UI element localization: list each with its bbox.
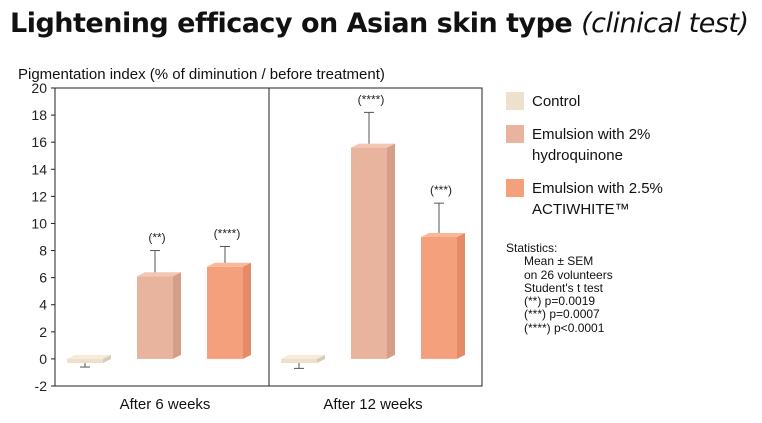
x-category-label: After 12 weeks	[323, 396, 422, 413]
legend-item-control: Control	[506, 91, 742, 112]
bar-top	[137, 272, 181, 277]
significance-label: (***)	[430, 183, 452, 197]
chart-title: Lightening efficacy on Asian skin type (…	[10, 8, 749, 39]
bar	[351, 147, 387, 359]
legend-swatch-actiwhite	[506, 179, 524, 197]
statistics-line: on 26 volunteers	[524, 267, 613, 282]
legend-label-hydroquinone-line1: Emulsion with 2%	[532, 126, 651, 143]
bar-top	[281, 354, 325, 359]
y-tick-label: 16	[31, 134, 47, 150]
statistics-line: (****) p<0.0001	[524, 320, 605, 335]
bar	[281, 358, 317, 363]
legend-item-actiwhite: Emulsion with 2.5% ACTIWHITE™	[506, 178, 742, 220]
bar	[67, 358, 103, 363]
y-tick-label: 18	[31, 107, 47, 123]
statistics-note: Statistics: Mean ± SEM on 26 volunteers …	[506, 241, 613, 335]
y-tick-label: 4	[39, 297, 47, 313]
chart-title-main: Lightening efficacy on Asian skin type	[10, 8, 573, 39]
statistics-line: (***) p=0.0007	[524, 307, 600, 322]
bar-side	[457, 233, 465, 359]
significance-label: (****)	[214, 226, 241, 240]
bar-side	[103, 354, 111, 363]
y-tick-label: 8	[39, 243, 47, 259]
chart-title-sub: (clinical test)	[581, 8, 749, 39]
statistics-line: Student's t test	[524, 280, 604, 295]
bar-top	[207, 262, 251, 267]
bar	[207, 266, 243, 359]
significance-label: (****)	[358, 92, 385, 106]
bar	[137, 276, 173, 359]
y-tick-label: 12	[31, 188, 47, 204]
y-tick-label: 2	[39, 324, 47, 340]
bar	[421, 237, 457, 359]
legend-label-hydroquinone-line2: hydroquinone	[532, 147, 623, 164]
legend-swatch-control	[506, 92, 524, 110]
legend-label-control: Control	[532, 93, 581, 110]
y-axis-label: Pigmentation index (% of diminution / be…	[18, 66, 385, 83]
legend-label-actiwhite-line1: Emulsion with 2.5%	[532, 180, 663, 197]
y-tick-label: 10	[31, 215, 47, 231]
y-tick-label: 0	[39, 351, 47, 367]
bar-side	[387, 143, 395, 359]
bar-top	[421, 233, 465, 237]
y-tick-label: -2	[35, 378, 48, 394]
legend-item-hydroquinone: Emulsion with 2% hydroquinone	[506, 124, 742, 166]
bar-top	[351, 143, 395, 148]
legend-swatch-hydroquinone	[506, 125, 524, 143]
bar-side	[243, 262, 251, 359]
bar-side	[317, 354, 325, 363]
y-tick-label: 14	[31, 161, 47, 177]
legend-label-actiwhite-line2: ACTIWHITE™	[532, 201, 630, 218]
y-tick-label: 6	[39, 270, 47, 286]
y-tick-label: 20	[31, 80, 47, 96]
significance-label: (**)	[148, 231, 165, 245]
bar-side	[173, 272, 181, 359]
bar-chart: -2 0 2 4 6 8 10 12 14 16 18 20 (**) (****) (****) (***…	[31, 80, 483, 413]
statistics-heading: Statistics:	[506, 241, 558, 255]
statistics-line: Mean ± SEM	[524, 254, 594, 269]
x-category-label: After 6 weeks	[120, 396, 211, 413]
bar-top	[67, 354, 111, 359]
statistics-line: (**) p=0.0019	[524, 294, 596, 309]
